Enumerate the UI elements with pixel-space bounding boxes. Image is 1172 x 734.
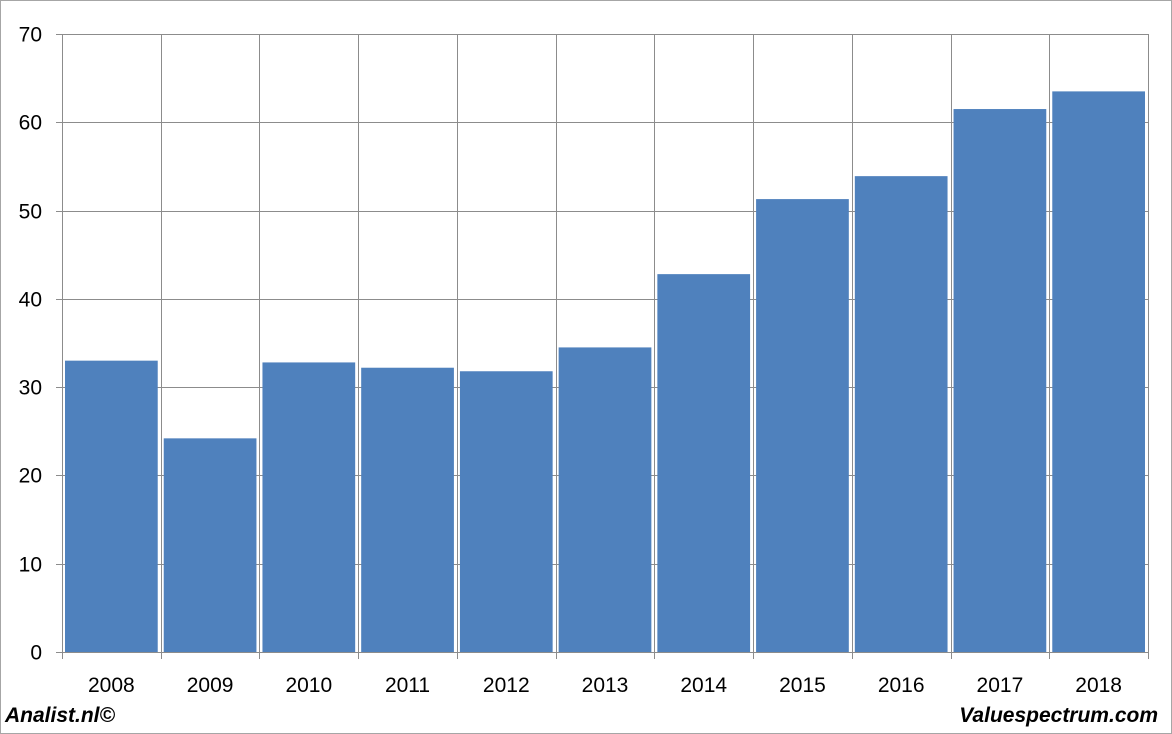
x-tick-label: 2016 xyxy=(878,674,925,697)
bar-2018 xyxy=(1052,91,1145,652)
x-tick-label: 2017 xyxy=(977,674,1024,697)
x-tick-label: 2015 xyxy=(779,674,826,697)
x-tick-label: 2013 xyxy=(582,674,629,697)
bar-2015 xyxy=(756,199,849,652)
footer-left-credit: Analist.nl© xyxy=(5,704,115,727)
x-tick-label: 2011 xyxy=(385,674,430,697)
x-tick-label: 2009 xyxy=(187,674,234,697)
y-tick-label: 10 xyxy=(19,554,42,577)
y-tick-label: 40 xyxy=(19,289,42,312)
x-tick-label: 2008 xyxy=(88,674,135,697)
footer-right-credit: Valuespectrum.com xyxy=(959,704,1158,727)
bar-2014 xyxy=(657,274,751,652)
x-tick-label: 2014 xyxy=(680,674,727,697)
y-tick-label: 60 xyxy=(19,112,42,135)
y-tick-label: 30 xyxy=(19,377,42,400)
x-tick-label: 2018 xyxy=(1075,674,1122,697)
y-tick-label: 20 xyxy=(19,465,42,488)
y-tick-label: 50 xyxy=(19,201,42,224)
bar-2008 xyxy=(65,360,158,652)
bar-2017 xyxy=(953,109,1047,653)
bar-2013 xyxy=(558,347,652,652)
y-tick-label: 0 xyxy=(30,642,42,665)
y-tick-label: 70 xyxy=(19,24,42,47)
bar-2012 xyxy=(459,371,553,652)
bar-2011 xyxy=(361,367,454,652)
x-tick-label: 2010 xyxy=(285,674,332,697)
bar-2016 xyxy=(854,176,948,652)
bar-2010 xyxy=(262,362,356,652)
bar-2009 xyxy=(163,438,257,652)
x-tick-label: 2012 xyxy=(483,674,530,697)
